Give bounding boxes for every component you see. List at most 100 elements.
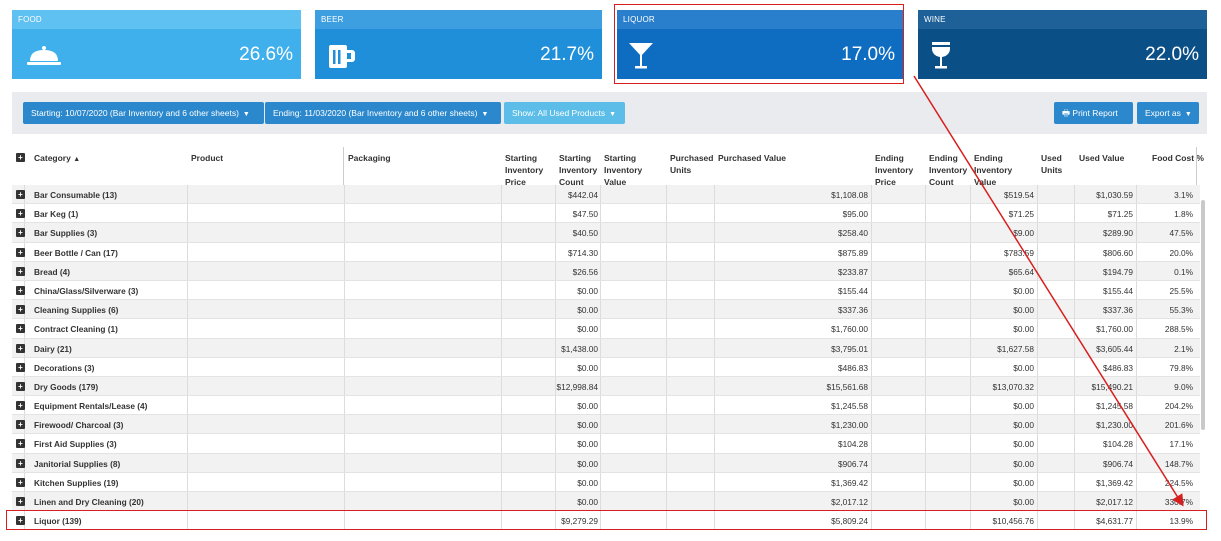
row-ending-inventory-value: $0.00 [1013, 420, 1034, 431]
grid-line [871, 204, 872, 223]
grid-line [925, 223, 926, 242]
liquor-card[interactable]: LIQUOR 17.0% [617, 10, 903, 79]
grid-line [344, 300, 345, 319]
table-row[interactable]: + Dry Goods (179) $12,998.84 $15,561.68 $13,… [12, 376, 1200, 397]
filter-toolbar: Starting: 10/07/2020 (Bar Inventory and … [12, 92, 1207, 134]
expand-row-icon[interactable]: + [16, 228, 25, 238]
row-food-cost: 3.1% [1174, 190, 1193, 200]
table-row[interactable]: + Equipment Rentals/Lease (4) $0.00 $1,245.… [12, 396, 1200, 416]
grid-line [1074, 261, 1075, 280]
col-purchased-units[interactable]: Purchased Units [670, 153, 714, 175]
col-ending-inventory-count[interactable]: Ending Inventory Count [929, 153, 968, 187]
grid-line [1074, 280, 1075, 300]
expand-row-icon[interactable]: + [16, 209, 25, 219]
grid-line [1136, 453, 1137, 472]
grid-line [344, 415, 345, 434]
expand-row-icon[interactable]: + [16, 497, 25, 506]
expand-row-icon[interactable]: + [16, 247, 25, 257]
food-card-label: FOOD [18, 15, 42, 24]
col-used-value[interactable]: Used Value [1079, 153, 1125, 163]
row-food-cost: 17.1% [1169, 439, 1193, 450]
row-category: Dairy (21) [34, 343, 72, 354]
expand-row-icon[interactable]: + [16, 266, 25, 276]
col-ending-inventory-value[interactable]: Ending Inventory Value [974, 153, 1013, 187]
expand-row-icon[interactable]: + [16, 420, 25, 430]
grid-line [187, 453, 188, 472]
row-used-value: $104.28 [1103, 439, 1133, 450]
expand-row-icon[interactable]: + [16, 190, 25, 199]
grid-line [1136, 223, 1137, 242]
expand-row-icon[interactable]: + [16, 324, 25, 334]
print-report-button[interactable]: 🖶 Print Report [1054, 102, 1133, 124]
row-category: Beer Bottle / Can (17) [34, 247, 118, 258]
row-starting-inventory-value: $40.50 [572, 228, 598, 239]
grid-line [1074, 357, 1075, 376]
ending-date-dropdown[interactable]: Ending: 11/03/2020 (Bar Inventory and 6 … [265, 102, 501, 124]
grid-line [925, 357, 926, 376]
grid-line [714, 472, 715, 491]
col-starting-inventory-count[interactable]: Starting Inventory Count [559, 153, 598, 187]
grid-line [970, 492, 971, 511]
grid-line [714, 357, 715, 376]
table-row[interactable]: + First Aid Supplies (3) $0.00 $104.28 $0.00… [12, 434, 1200, 454]
table-row[interactable]: + Bar Keg (1) $47.50 $95.00 $71.25 $71.25 1.8% [12, 204, 1200, 224]
grid-line [555, 204, 556, 223]
expand-row-icon[interactable]: + [16, 401, 25, 411]
expand-row-icon[interactable]: + [16, 362, 25, 372]
row-starting-inventory-value: $0.00 [577, 362, 598, 373]
export-as-dropdown[interactable]: Export as ▼ [1137, 102, 1199, 124]
col-packaging[interactable]: Packaging [348, 153, 391, 163]
expand-row-icon[interactable]: + [16, 381, 25, 391]
table-row[interactable]: + Linen and Dry Cleaning (20) $0.00 $2,017.… [12, 492, 1200, 512]
grid-line [344, 242, 345, 261]
row-category: Kitchen Supplies (19) [34, 477, 119, 488]
table-row[interactable]: + Bar Consumable (13) $442.04 $1,108.08 $519… [12, 185, 1200, 205]
grid-line [714, 511, 715, 530]
col-starting-inventory-price[interactable]: Starting Inventory Price [505, 153, 544, 187]
grid-line [871, 511, 872, 530]
table-row[interactable]: + Cleaning Supplies (6) $0.00 $337.36 $0.00 $… [12, 300, 1200, 320]
expand-row-icon[interactable]: + [16, 285, 25, 295]
vertical-scrollbar[interactable] [1201, 200, 1205, 430]
col-used-units[interactable]: Used Units [1041, 153, 1063, 175]
expand-row-icon[interactable]: + [16, 516, 25, 526]
row-starting-inventory-value: $0.00 [577, 401, 598, 412]
table-row[interactable]: + Dairy (21) $1,438.00 $3,795.01 $1,627.58 $3… [12, 338, 1200, 358]
beer-card[interactable]: BEER 21.7% [315, 10, 602, 79]
food-card[interactable]: FOOD 26.6% [12, 10, 301, 79]
expand-row-icon[interactable]: + [16, 305, 25, 315]
expand-row-icon[interactable]: + [16, 458, 25, 468]
table-row[interactable]: + Bread (4) $26.56 $233.87 $65.64 $194.79 0.1% [12, 261, 1200, 281]
grid-line [187, 376, 188, 396]
table-row[interactable]: + Janitorial Supplies (8) $0.00 $906.74 $0.0… [12, 453, 1200, 473]
table-row[interactable]: + Bar Supplies (3) $40.50 $258.40 $9.00 $289.… [12, 223, 1200, 243]
col-ending-inventory-price[interactable]: Ending Inventory Price [875, 153, 914, 187]
expand-all-icon[interactable]: + [16, 153, 25, 162]
grid-line [970, 415, 971, 434]
expand-row-icon[interactable]: + [16, 439, 25, 449]
col-product[interactable]: Product [191, 153, 224, 163]
col-category[interactable]: Category ▲ [34, 153, 81, 163]
grid-line [925, 185, 926, 204]
table-row[interactable]: + Firewood/ Charcoal (3) $0.00 $1,230.00 $0.… [12, 415, 1200, 435]
grid-line [600, 492, 601, 511]
grid-line [1136, 472, 1137, 491]
table-row[interactable]: + Beer Bottle / Can (17) $714.30 $875.89 $78… [12, 242, 1200, 262]
expand-row-icon[interactable]: + [16, 343, 25, 353]
table-row[interactable]: + Contract Cleaning (1) $0.00 $1,760.00 $0.0… [12, 319, 1200, 339]
row-food-cost: 204.2% [1164, 401, 1193, 412]
grid-line [1037, 492, 1038, 511]
expand-row-icon[interactable]: + [16, 477, 25, 487]
show-products-dropdown[interactable]: Show: All Used Products ▼ [504, 102, 625, 124]
starting-date-dropdown[interactable]: Starting: 10/07/2020 (Bar Inventory and … [23, 102, 264, 124]
row-ending-inventory-value: $9.00 [1013, 228, 1034, 239]
table-row[interactable]: + China/Glass/Silverware (3) $0.00 $155.44 $… [12, 280, 1200, 301]
row-ending-inventory-value: $783.59 [1004, 247, 1034, 258]
col-purchased-value[interactable]: Purchased Value [718, 153, 787, 163]
grid-line [600, 376, 601, 396]
col-starting-inventory-value[interactable]: Starting Inventory Value [604, 153, 643, 187]
row-food-cost: 13.9% [1169, 516, 1193, 527]
wine-card[interactable]: WINE 22.0% [918, 10, 1207, 79]
table-row[interactable]: + Kitchen Supplies (19) $0.00 $1,369.42 $0.0… [12, 472, 1200, 492]
table-row[interactable]: + Decorations (3) $0.00 $486.83 $0.00 $486.83… [12, 357, 1200, 377]
